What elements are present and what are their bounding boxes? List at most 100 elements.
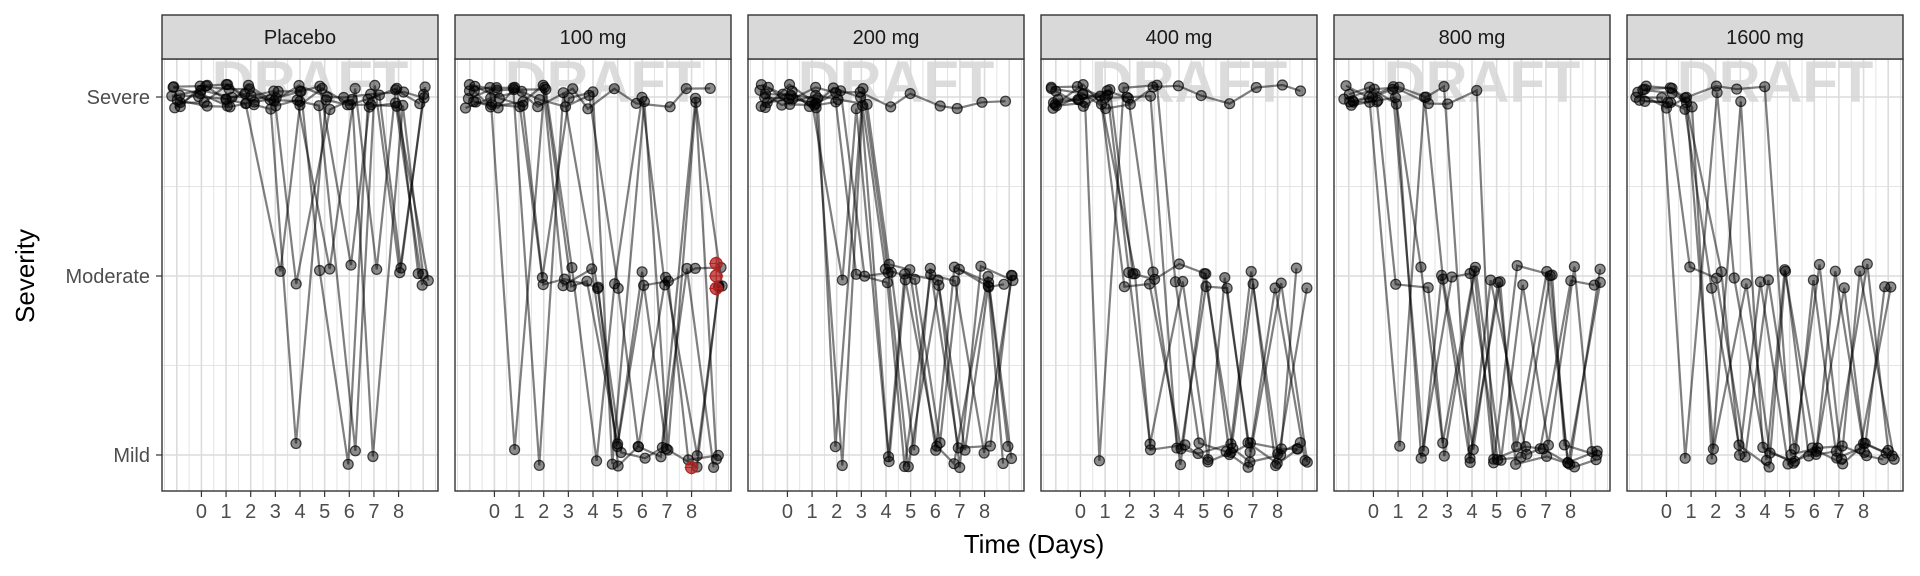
data-point bbox=[1290, 262, 1303, 274]
data-point bbox=[930, 444, 942, 456]
data-point bbox=[632, 441, 645, 453]
x-tick-label: 3 bbox=[856, 501, 867, 523]
data-point bbox=[1807, 274, 1820, 286]
data-point bbox=[1144, 90, 1157, 102]
data-point bbox=[1534, 443, 1546, 455]
x-tick-label: 1 bbox=[807, 501, 818, 523]
facet-strip bbox=[161, 14, 439, 60]
data-point bbox=[1680, 97, 1693, 109]
data-point bbox=[1093, 455, 1106, 467]
data-point bbox=[933, 279, 945, 291]
facet-strip-label: 400 mg bbox=[1146, 27, 1213, 49]
data-point bbox=[1276, 79, 1289, 91]
x-tick-label: 4 bbox=[1466, 501, 1477, 523]
data-point bbox=[636, 266, 648, 278]
x-tick-label: 0 bbox=[196, 501, 207, 523]
data-point bbox=[567, 83, 579, 95]
data-point bbox=[755, 78, 768, 91]
data-point bbox=[1420, 91, 1432, 103]
data-point bbox=[1244, 437, 1257, 449]
x-tick-label: 7 bbox=[661, 501, 672, 523]
x-tick-label: 6 bbox=[344, 501, 355, 523]
data-point bbox=[1173, 258, 1185, 270]
data-point bbox=[313, 100, 325, 112]
subject-line bbox=[1345, 84, 1594, 461]
x-tick-label: 2 bbox=[245, 501, 256, 523]
data-point bbox=[349, 82, 361, 95]
data-point bbox=[1195, 89, 1207, 102]
data-point bbox=[1415, 261, 1427, 273]
data-point bbox=[1740, 278, 1752, 290]
x-tick-label: 0 bbox=[1368, 501, 1379, 523]
data-point bbox=[904, 87, 916, 100]
x-tick-label: 6 bbox=[1809, 501, 1820, 523]
y-axis-ticks: Mild Moderate Severe bbox=[66, 87, 162, 467]
data-point bbox=[1471, 84, 1483, 97]
data-point bbox=[1568, 261, 1581, 273]
data-point bbox=[812, 92, 824, 104]
subject-line bbox=[469, 86, 720, 469]
data-point bbox=[612, 460, 624, 472]
data-point bbox=[1223, 448, 1236, 461]
x-tick-label: 7 bbox=[1540, 501, 1551, 523]
data-point bbox=[776, 99, 788, 111]
subject-line bbox=[1349, 97, 1602, 464]
facet-strip bbox=[1626, 14, 1904, 60]
x-tick-label: 2 bbox=[1710, 501, 1721, 523]
x-tick-label: 4 bbox=[1173, 501, 1184, 523]
data-point bbox=[416, 279, 428, 291]
data-point bbox=[1711, 86, 1723, 99]
data-point bbox=[1492, 454, 1504, 466]
y-axis-title: Severity bbox=[10, 229, 40, 323]
data-point bbox=[516, 85, 528, 98]
data-point bbox=[1301, 282, 1313, 294]
data-point bbox=[290, 437, 302, 450]
data-point bbox=[882, 267, 894, 279]
data-point bbox=[1779, 265, 1792, 277]
data-point bbox=[1861, 258, 1873, 270]
data-point bbox=[559, 101, 572, 113]
data-point bbox=[1735, 95, 1747, 108]
subject-line bbox=[760, 89, 1014, 467]
data-point bbox=[1299, 454, 1311, 467]
facet-strip-label: 1600 mg bbox=[1726, 27, 1804, 49]
data-point bbox=[655, 451, 667, 463]
data-point bbox=[1077, 100, 1090, 112]
data-point bbox=[583, 89, 595, 102]
data-point bbox=[1838, 282, 1850, 294]
x-tick-label: 5 bbox=[319, 501, 330, 523]
data-point bbox=[1202, 454, 1214, 466]
data-point bbox=[1684, 261, 1696, 273]
x-tick-label: 3 bbox=[1442, 501, 1453, 523]
data-point bbox=[1754, 276, 1767, 288]
x-tick-label: 2 bbox=[1124, 501, 1135, 523]
data-point bbox=[899, 274, 912, 286]
data-point bbox=[1223, 98, 1236, 110]
data-point bbox=[533, 93, 546, 106]
subject-line bbox=[172, 83, 427, 451]
data-point bbox=[857, 82, 869, 95]
data-point bbox=[1245, 265, 1257, 278]
data-point bbox=[1764, 447, 1776, 459]
data-point bbox=[1151, 79, 1163, 91]
data-point bbox=[1639, 95, 1651, 108]
data-point bbox=[1345, 99, 1357, 111]
data-point bbox=[369, 79, 381, 92]
data-point bbox=[1540, 450, 1553, 462]
data-point bbox=[997, 457, 1009, 470]
y-tick-label-moderate: Moderate bbox=[66, 266, 151, 288]
data-point bbox=[1733, 449, 1746, 461]
subject-line bbox=[1642, 88, 1892, 463]
data-point bbox=[1517, 279, 1529, 291]
subject-line bbox=[1353, 87, 1595, 463]
x-tick-label: 1 bbox=[221, 501, 232, 523]
data-point bbox=[637, 279, 650, 291]
x-tick-label: 4 bbox=[294, 501, 305, 523]
x-tick-label: 8 bbox=[393, 501, 404, 523]
data-point bbox=[1565, 275, 1577, 287]
data-point bbox=[590, 455, 603, 467]
data-point bbox=[1244, 456, 1256, 468]
